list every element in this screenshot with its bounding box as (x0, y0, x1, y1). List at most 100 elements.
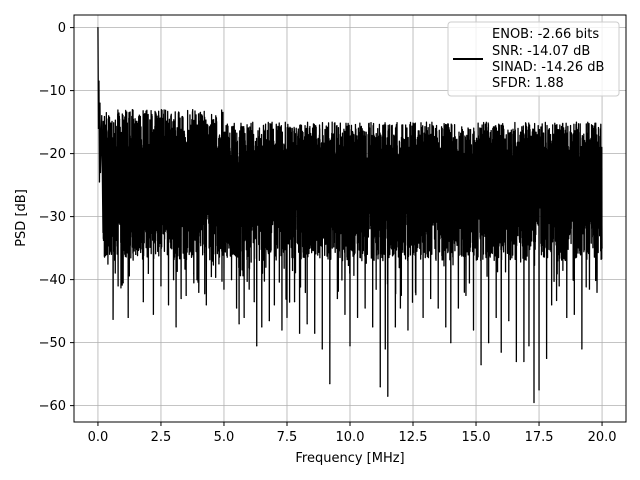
psd-data-point (515, 360, 517, 363)
psd-data-point (193, 272, 195, 274)
psd-data-point (500, 351, 502, 353)
y-tick-label: −50 (39, 336, 66, 351)
x-tick-label: 20.0 (588, 430, 617, 445)
psd-data-point (430, 297, 432, 300)
psd-data-point (573, 313, 575, 315)
psd-data-point (596, 291, 598, 293)
legend-box (447, 21, 620, 97)
x-tick-label: 10.0 (336, 430, 365, 445)
psd-data-point (538, 389, 540, 391)
psd-data-point (109, 140, 112, 142)
plot-area (97, 27, 603, 404)
psd-data-point (581, 348, 583, 350)
x-tick-label: 15.0 (462, 430, 491, 445)
psd-data-point (152, 313, 154, 315)
psd-data-point (198, 291, 200, 293)
x-tick-label: 12.5 (399, 430, 428, 445)
psd-data-point (329, 382, 331, 385)
psd-data-point (248, 288, 250, 290)
psd-data-point (437, 307, 439, 309)
psd-data-point (218, 263, 220, 265)
legend: ENOB: -2.66 bits SNR: -14.07 dB SINAD: -… (447, 21, 620, 97)
psd-data-point (472, 329, 475, 331)
psd-data-point (551, 304, 553, 306)
psd-data-point (528, 345, 530, 347)
psd-data-point (114, 134, 117, 136)
legend-snr: SNR: -14.07 dB (492, 44, 590, 59)
psd-data-point (273, 304, 275, 306)
x-tick-label: 17.5 (525, 430, 554, 445)
psd-data-point (268, 319, 270, 322)
psd-data-point (98, 181, 101, 183)
psd-data-point (314, 332, 316, 334)
psd-data-point (142, 301, 144, 303)
y-tick-label: 0 (58, 21, 66, 36)
psd-data-point (336, 297, 338, 300)
psd-data-point (465, 294, 467, 296)
y-tick-label: −40 (39, 273, 66, 288)
psd-data-point (379, 386, 381, 388)
psd-data-point (99, 102, 101, 104)
psd-data-point (508, 319, 510, 322)
psd-data-point (112, 318, 114, 320)
psd-data-point (185, 294, 187, 296)
psd-data-point (356, 316, 359, 319)
psd-data-point (286, 316, 288, 319)
psd-data-point (256, 345, 258, 347)
x-tick-label: 5.0 (214, 430, 235, 445)
psd-data-point (387, 395, 389, 397)
y-tick-label: −60 (39, 399, 66, 414)
psd-data-point (293, 301, 296, 303)
psd-data-point (102, 231, 104, 233)
psd-data-point (394, 326, 396, 328)
psd-data-point (546, 357, 548, 359)
x-tick-label: 0.0 (88, 430, 109, 445)
psd-data-point (147, 272, 149, 274)
psd-data-point (281, 329, 283, 331)
psd-data-point (588, 288, 591, 290)
psd-data-point (97, 127, 100, 130)
psd-data-point (261, 326, 263, 328)
psd-data-point (210, 275, 212, 278)
psd-data-point (488, 342, 490, 344)
psd-data-point (205, 304, 207, 306)
y-tick-label: −20 (39, 147, 66, 162)
psd-data-point (101, 115, 103, 117)
psd-data-point (480, 364, 482, 366)
psd-data-point (175, 326, 177, 328)
psd-data-point (414, 291, 417, 293)
axis-ticks: 0.0 2.5 5.0 7.5 10.0 12.5 15.0 17.5 20.0 0 −10 −20 −… (39, 21, 617, 445)
psd-data-point (235, 307, 238, 309)
psd-data-point (349, 345, 351, 347)
psd-data-point (321, 348, 323, 350)
psd-data-point (450, 342, 452, 344)
y-tick-label: −30 (39, 210, 66, 225)
psd-data-point (107, 216, 109, 218)
psd-data-point (457, 307, 459, 309)
psd-data-point (601, 247, 603, 249)
psd-data-point (253, 301, 255, 303)
psd-data-point (172, 279, 175, 281)
psd-data-point (399, 307, 402, 309)
psd-data-point (243, 316, 245, 319)
psd-data-point (372, 326, 374, 328)
x-tick-label: 7.5 (277, 430, 298, 445)
psd-data-point (523, 360, 525, 363)
psd-data-point (117, 285, 119, 287)
psd-data-point (558, 285, 560, 287)
x-axis-label: Frequency [MHz] (295, 451, 404, 466)
psd-data-point (364, 307, 366, 309)
psd-data-point (238, 323, 240, 325)
legend-sfdr: SFDR: 1.88 (492, 76, 564, 91)
psd-data-point (533, 401, 535, 404)
psd-data-point (180, 297, 182, 300)
psd-data-point (407, 329, 409, 331)
legend-enob: ENOB: -2.66 bits (492, 27, 599, 42)
psd-data-point (99, 171, 102, 174)
psd-data-point (298, 332, 301, 334)
psd-data-point (98, 80, 100, 82)
y-axis-label: PSD [dB] (14, 189, 29, 247)
psd-data-point (160, 285, 162, 287)
psd-data-point (135, 253, 137, 256)
